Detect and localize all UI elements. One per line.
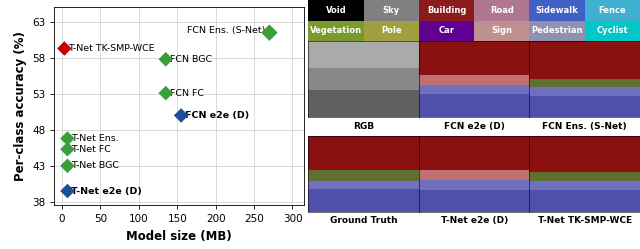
Bar: [364, 20, 419, 41]
Bar: [308, 181, 419, 189]
Bar: [419, 190, 529, 212]
Bar: [529, 20, 585, 41]
Y-axis label: Per-class accuracy (%): Per-class accuracy (%): [13, 32, 27, 181]
Point: [62, 136, 72, 140]
Bar: [308, 136, 419, 170]
Bar: [529, 87, 640, 96]
Bar: [529, 136, 640, 172]
Text: Pole: Pole: [381, 26, 402, 35]
Point: [60, 47, 70, 51]
Text: Building: Building: [427, 6, 467, 15]
Bar: [308, 189, 419, 212]
Bar: [308, 170, 419, 181]
Text: Road: Road: [490, 6, 514, 15]
Point: [62, 164, 72, 168]
Bar: [419, 136, 529, 170]
Bar: [529, 96, 640, 117]
Bar: [419, 94, 529, 117]
Text: Vegetation: Vegetation: [310, 26, 362, 35]
Bar: [419, 41, 529, 75]
Bar: [308, 68, 419, 90]
Text: FCN FC: FCN FC: [170, 89, 204, 98]
Text: FCN BGC: FCN BGC: [170, 55, 212, 64]
Bar: [529, 181, 640, 190]
Bar: [308, 20, 364, 41]
Text: T-Net e2e (D): T-Net e2e (D): [440, 216, 508, 226]
Bar: [529, 190, 640, 212]
Text: Sidewalk: Sidewalk: [536, 6, 579, 15]
Text: T-Net TK-SMP-WCE: T-Net TK-SMP-WCE: [68, 44, 155, 53]
Point: [62, 147, 72, 151]
Bar: [308, 41, 419, 68]
Text: RGB: RGB: [353, 122, 374, 131]
Text: T-Net Ens.: T-Net Ens.: [71, 134, 119, 143]
Bar: [585, 20, 640, 41]
Bar: [419, 180, 529, 190]
Point: [161, 57, 171, 61]
Text: Sign: Sign: [492, 26, 513, 35]
Bar: [419, 75, 529, 85]
Bar: [364, 0, 419, 20]
Text: Pedestrian: Pedestrian: [531, 26, 583, 35]
Text: Fence: Fence: [598, 6, 627, 15]
Bar: [529, 79, 640, 87]
Point: [176, 114, 186, 118]
Bar: [529, 172, 640, 181]
Text: T-Net TK-SMP-WCE: T-Net TK-SMP-WCE: [538, 216, 632, 226]
Text: Car: Car: [438, 26, 454, 35]
Bar: [585, 0, 640, 20]
Text: FCN Ens. (S-Net): FCN Ens. (S-Net): [543, 122, 627, 131]
Text: Void: Void: [326, 6, 346, 15]
Bar: [308, 90, 419, 117]
Bar: [419, 170, 529, 180]
Bar: [308, 0, 364, 20]
Bar: [419, 85, 529, 94]
Text: Sky: Sky: [383, 6, 400, 15]
Bar: [529, 41, 640, 79]
X-axis label: Model size (MB): Model size (MB): [126, 230, 232, 243]
Text: FCN e2e (D): FCN e2e (D): [444, 122, 505, 131]
Bar: [419, 20, 474, 41]
Bar: [474, 0, 529, 20]
Bar: [474, 20, 529, 41]
Point: [161, 91, 171, 95]
Text: T-Net FC: T-Net FC: [71, 145, 111, 154]
Text: FCN Ens. (S-Net): FCN Ens. (S-Net): [188, 26, 266, 35]
Text: FCN e2e (D): FCN e2e (D): [185, 111, 249, 120]
Bar: [419, 0, 474, 20]
Text: Cyclist: Cyclist: [596, 26, 628, 35]
Text: T-Net BGC: T-Net BGC: [71, 161, 119, 170]
Text: T-Net e2e (D): T-Net e2e (D): [71, 187, 142, 195]
Bar: [529, 0, 585, 20]
Text: Ground Truth: Ground Truth: [330, 216, 397, 226]
Point: [264, 31, 275, 35]
Point: [62, 189, 72, 193]
